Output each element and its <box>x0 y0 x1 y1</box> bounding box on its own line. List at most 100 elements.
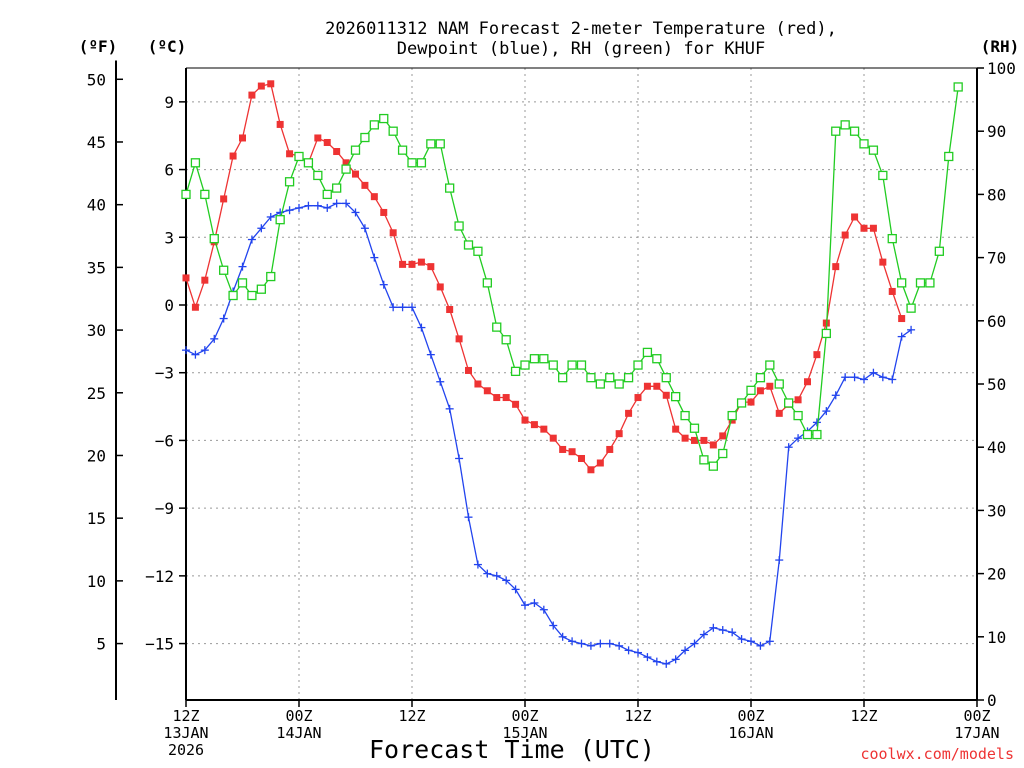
rh-point <box>190 158 201 168</box>
temperature-point <box>653 382 661 390</box>
dewpoint-point <box>285 206 294 215</box>
x-tick-label: 00Z <box>737 707 764 725</box>
x-tick-label: 00Z <box>963 707 990 725</box>
temperature-point <box>248 91 256 99</box>
dewpoint-point <box>681 646 690 655</box>
temperature-point <box>775 409 783 417</box>
fahrenheit-tick-label: 15 <box>87 509 106 528</box>
rh-point <box>463 240 474 250</box>
rh-point <box>473 246 483 256</box>
temperature-point <box>898 315 906 323</box>
temperature-point <box>578 454 585 462</box>
dewpoint-point <box>473 560 482 569</box>
temperature-point <box>719 432 727 440</box>
rh-point <box>567 360 577 370</box>
rh-tick-label: 80 <box>987 185 1006 204</box>
rh-point <box>934 246 944 256</box>
dewpoint-point <box>342 199 351 208</box>
rh-point <box>350 145 361 155</box>
temperature-point <box>634 394 642 402</box>
temperature-point <box>389 229 397 237</box>
dewpoint-point <box>304 201 313 210</box>
dewpoint-point <box>436 377 445 386</box>
temperature-point <box>888 287 896 295</box>
celsius-tick-label: −12 <box>145 567 174 586</box>
rh-tick-label: 10 <box>987 628 1006 647</box>
rh-point <box>831 126 841 136</box>
rh-point <box>294 151 304 162</box>
rh-point <box>200 189 210 200</box>
x-tick-label: 12Z <box>624 707 651 725</box>
dewpoint-point <box>671 655 680 664</box>
rh-point <box>369 120 379 130</box>
chart-title-line-1: 2026011312 NAM Forecast 2-meter Temperat… <box>325 19 837 39</box>
rh-point <box>774 379 784 389</box>
x-axis-label: Forecast Time (UTC) <box>369 735 655 764</box>
dewpoint-point <box>662 659 671 668</box>
rh-point <box>181 189 191 200</box>
temperature-point <box>182 274 190 282</box>
rh-tick-label: 50 <box>987 375 1006 394</box>
rh-point <box>539 354 549 364</box>
rh-tick-label: 30 <box>987 501 1006 520</box>
dewpoint-point <box>888 375 897 384</box>
rh-point <box>275 215 285 225</box>
dewpoint-point <box>247 235 256 244</box>
dewpoint-point <box>351 208 360 217</box>
rh-point <box>501 335 511 345</box>
rh-point <box>887 233 897 244</box>
dewpoint-point <box>643 653 652 662</box>
dewpoint-point <box>765 637 774 646</box>
temperature-point <box>540 425 548 433</box>
temperature-point <box>756 387 764 395</box>
x-tick-label: 14JAN <box>276 724 321 742</box>
rh-point <box>332 183 342 193</box>
dewpoint-point <box>718 626 727 635</box>
rh-tick-label: 100 <box>987 59 1016 78</box>
x-tick-label: 00Z <box>511 707 538 725</box>
rh-point <box>623 373 634 383</box>
dewpoint-point <box>907 325 916 334</box>
x-tick-label: 12Z <box>172 707 199 725</box>
dewpoint-point <box>860 375 868 384</box>
rh-point <box>878 170 888 181</box>
celsius-unit-label: (ºC) <box>148 37 187 56</box>
temperature-point <box>370 193 378 201</box>
dewpoint-point <box>455 454 464 463</box>
dewpoint-point <box>417 323 426 332</box>
rh-point <box>247 290 257 301</box>
temperature-point <box>606 445 614 453</box>
temperature-point <box>851 213 859 221</box>
dewpoint-point <box>530 598 539 607</box>
x-tick-label: 2026 <box>168 741 204 759</box>
celsius-tick-label: 9 <box>164 93 174 112</box>
x-tick-label: 13JAN <box>163 724 208 742</box>
temperature-point <box>427 263 435 271</box>
rh-point <box>727 410 737 421</box>
temperature-point <box>559 445 567 453</box>
dewpoint-point <box>784 443 793 452</box>
temperature-point <box>417 258 425 266</box>
rh-point <box>379 113 389 124</box>
temperature-point <box>493 394 501 402</box>
temperature-point <box>512 400 520 408</box>
temperature-point <box>502 394 510 402</box>
rh-point <box>397 145 408 155</box>
rh-point <box>303 158 314 168</box>
dewpoint-point <box>605 639 614 648</box>
fahrenheit-tick-label: 35 <box>87 258 106 277</box>
rh-point <box>426 139 436 149</box>
temperature-point <box>804 378 811 386</box>
temperature-point <box>446 306 454 314</box>
rh-point <box>849 126 860 136</box>
rh-point <box>284 177 295 187</box>
rh-point <box>915 278 926 288</box>
celsius-tick-label: 3 <box>164 228 174 247</box>
rh-point <box>407 158 417 168</box>
rh-point <box>840 120 850 130</box>
fahrenheit-tick-label: 25 <box>87 384 106 403</box>
rh-point <box>642 347 653 358</box>
dewpoint-point <box>568 637 577 646</box>
rh-point <box>445 183 455 193</box>
